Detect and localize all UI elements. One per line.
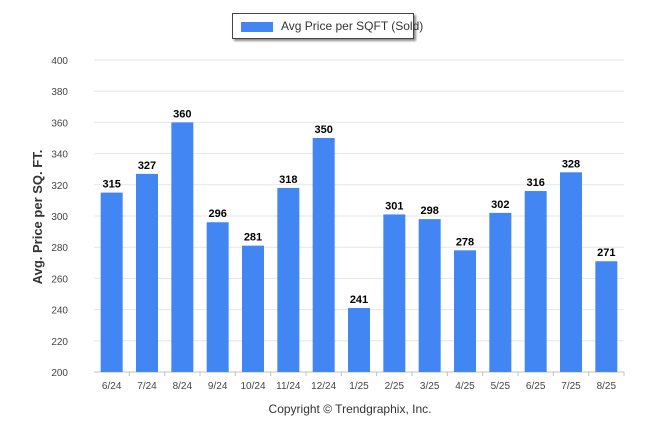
bar[interactable] [206, 222, 229, 372]
y-axis-label: Avg. Price per SQ. FT. [30, 150, 45, 285]
y-tick-label: 200 [51, 368, 68, 379]
bar-value-label: 316 [526, 177, 544, 189]
y-tick-label: 300 [51, 212, 68, 223]
y-tick-label: 340 [51, 150, 68, 161]
x-tick-label: 8/24 [173, 381, 193, 392]
bar[interactable] [277, 187, 300, 372]
y-tick-label: 320 [51, 181, 68, 192]
y-tick-label: 240 [51, 306, 68, 317]
y-axis-ticks: 200 220 240 260 280 300 320 340 360 380 400 [51, 56, 68, 379]
x-tick-label: 3/25 [420, 381, 440, 392]
legend[interactable]: Avg Price per SQFT (Sold) [232, 13, 423, 39]
bar[interactable] [242, 245, 264, 372]
bar[interactable] [524, 191, 547, 372]
copyright-text: Copyright © Trendgraphix, Inc. [268, 402, 432, 416]
bar-value-label: 298 [420, 205, 438, 217]
x-tick-label: 6/24 [102, 381, 122, 392]
x-tick-label: 7/25 [561, 381, 581, 392]
y-tick-label: 360 [51, 118, 68, 129]
x-tick-label: 2/25 [385, 381, 405, 392]
x-tick-label: 10/24 [240, 381, 265, 392]
y-tick-label: 380 [51, 87, 68, 98]
legend-label: Avg Price per SQFT (Sold) [281, 19, 424, 33]
y-tick-label: 260 [51, 274, 68, 285]
bar[interactable] [560, 172, 582, 372]
x-axis-ticks: 6/24 7/24 8/24 9/24 10/24 11/24 12/24 1/25 2/25 3… [102, 372, 625, 392]
y-tick-label: 280 [51, 243, 68, 254]
bar[interactable] [489, 212, 512, 372]
bar-value-label: 281 [244, 232, 262, 244]
y-tick-label: 220 [51, 337, 68, 348]
bar-value-label: 360 [173, 108, 191, 120]
y-tick-label: 400 [51, 56, 68, 67]
x-tick-label: 9/24 [208, 381, 228, 392]
x-tick-label: 12/24 [311, 381, 336, 392]
x-tick-label: 4/25 [455, 381, 475, 392]
bar-value-label: 271 [597, 247, 615, 259]
bar[interactable] [312, 138, 335, 372]
value-labels: 315 327 360 296 281 318 350 241 301 298 278 302 316 3… [102, 108, 615, 306]
x-tick-label: 7/24 [137, 381, 157, 392]
x-tick-label: 8/25 [597, 381, 617, 392]
bar[interactable] [136, 173, 158, 372]
bar[interactable] [454, 250, 476, 372]
bar-value-label: 241 [350, 294, 368, 306]
bar-value-label: 315 [102, 179, 120, 191]
bar-value-label: 278 [456, 236, 474, 248]
x-tick-label: 5/25 [491, 381, 511, 392]
bar-value-label: 301 [385, 200, 403, 212]
bar[interactable] [595, 261, 618, 372]
x-tick-label: 1/25 [349, 381, 369, 392]
bar-value-label: 327 [138, 160, 156, 172]
bar[interactable] [100, 192, 123, 372]
bar[interactable] [383, 214, 406, 372]
bar-value-label: 328 [562, 158, 580, 170]
bar[interactable] [348, 308, 370, 372]
bar[interactable] [171, 122, 194, 373]
x-tick-label: 6/25 [526, 381, 546, 392]
bar-value-label: 318 [279, 174, 297, 186]
bars [100, 122, 618, 373]
bar-value-label: 350 [314, 124, 332, 136]
x-tick-label: 11/24 [276, 381, 301, 392]
legend-swatch [241, 22, 273, 32]
bar-value-label: 302 [491, 199, 509, 211]
bar-value-label: 296 [208, 208, 226, 220]
bar[interactable] [418, 219, 441, 372]
